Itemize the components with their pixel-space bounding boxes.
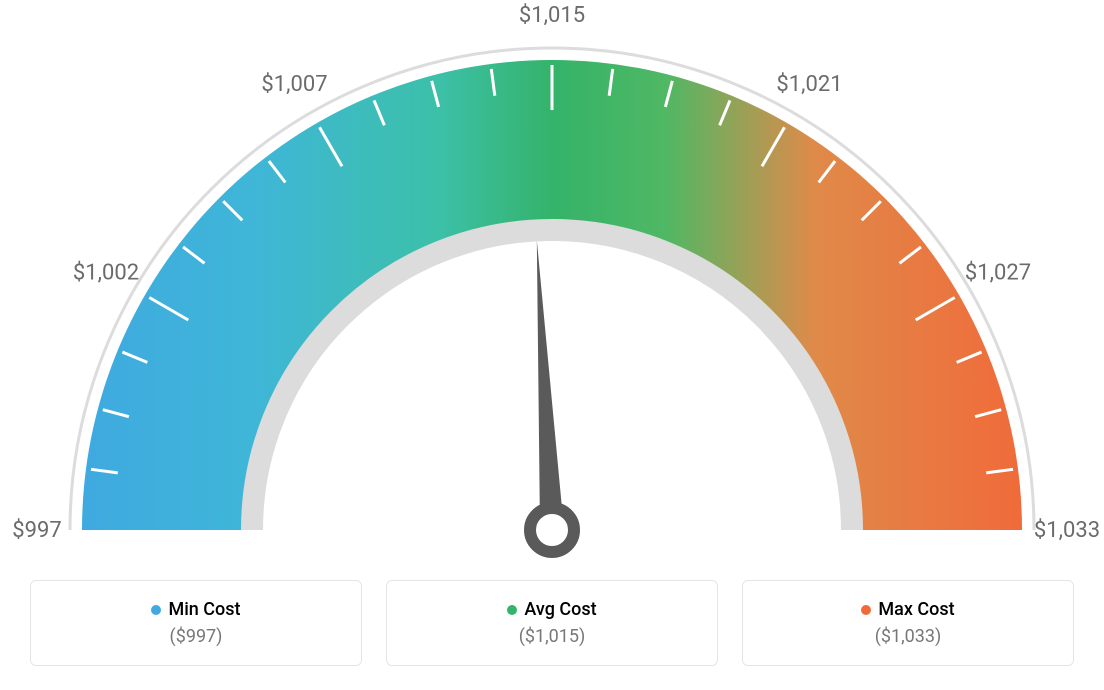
legend-value: ($997) (41, 626, 351, 647)
svg-text:$1,015: $1,015 (519, 3, 585, 28)
svg-text:$1,027: $1,027 (965, 261, 1031, 286)
svg-text:$1,007: $1,007 (261, 72, 327, 97)
legend-value: ($1,033) (753, 626, 1063, 647)
legend-card-min: Min Cost ($997) (30, 580, 362, 666)
svg-text:$997: $997 (12, 518, 61, 543)
legend-title-max: Max Cost (861, 599, 954, 620)
dot-icon (151, 605, 161, 615)
legend-title-avg: Avg Cost (507, 599, 596, 620)
legend-card-avg: Avg Cost ($1,015) (386, 580, 718, 666)
legend-value: ($1,015) (397, 626, 707, 647)
legend-label: Max Cost (878, 599, 954, 620)
legend-label: Avg Cost (524, 599, 596, 620)
legend-card-max: Max Cost ($1,033) (742, 580, 1074, 666)
legend-row: Min Cost ($997) Avg Cost ($1,015) Max Co… (0, 580, 1104, 666)
gauge-svg: $997 $1,002 $1,007 $1,015 $1,021 $1,027 $1,033 (0, 0, 1104, 590)
cost-gauge: $997 $1,002 $1,007 $1,015 $1,021 $1,027 $1,033 (0, 0, 1104, 560)
legend-label: Min Cost (168, 599, 240, 620)
dot-icon (861, 605, 871, 615)
svg-text:$1,033: $1,033 (1034, 518, 1100, 543)
svg-text:$1,002: $1,002 (73, 261, 139, 286)
dot-icon (507, 605, 517, 615)
legend-title-min: Min Cost (151, 599, 240, 620)
svg-text:$1,021: $1,021 (776, 72, 842, 97)
